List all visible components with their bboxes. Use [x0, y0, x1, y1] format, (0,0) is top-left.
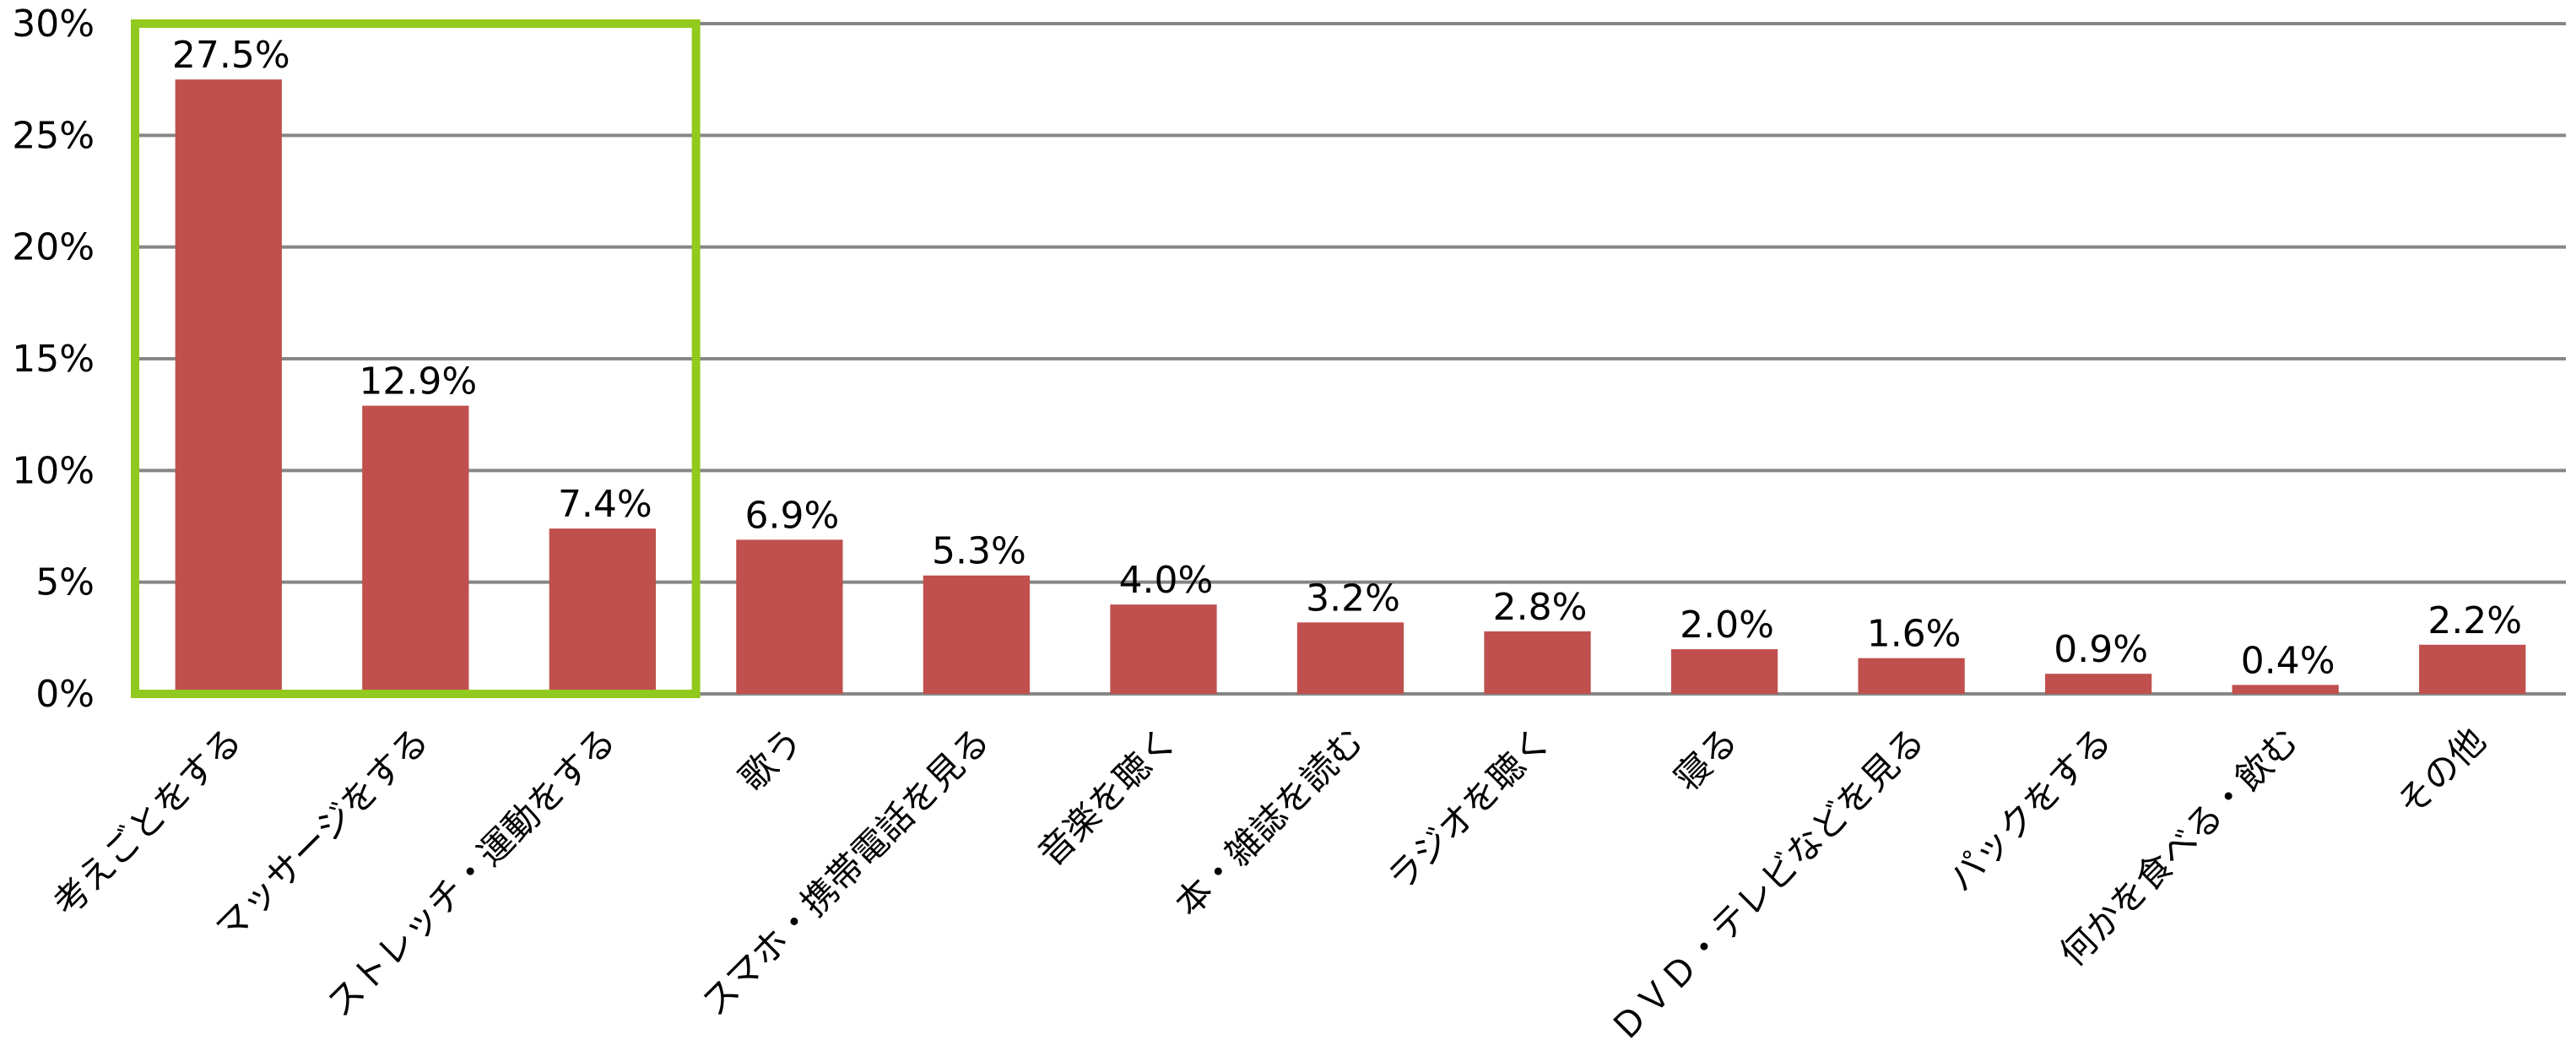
y-tick-label: 25%	[12, 114, 95, 157]
category-label: 考えごとをする	[45, 719, 250, 924]
data-label: 12.9%	[359, 360, 477, 404]
y-tick-label: 20%	[12, 226, 95, 269]
y-tick-label: 30%	[12, 3, 95, 46]
category-label: 歌う	[731, 719, 810, 799]
bar	[1484, 631, 1591, 694]
data-label: 0.4%	[2241, 639, 2335, 682]
data-label: 2.8%	[1493, 586, 1588, 629]
bar	[923, 575, 1031, 694]
highlight-box	[131, 19, 701, 698]
category-labels: 考えごとをするマッサージをするストレッチ・運動をする 歌うスマホ・携帯電話を見る音…	[45, 719, 2493, 1040]
category-label: ラジオを聴く	[1379, 719, 1558, 898]
bars	[175, 79, 2526, 694]
data-label: 7.4%	[558, 483, 652, 526]
highlight-box	[131, 19, 701, 698]
data-label: 4.0%	[1119, 559, 1214, 602]
bar	[736, 539, 843, 694]
data-label: 5.3%	[932, 530, 1026, 573]
data-label: 27.5%	[172, 34, 290, 77]
category-label: 寝る	[1666, 719, 1745, 799]
y-tick-label: 0%	[35, 673, 95, 716]
bar	[549, 528, 656, 694]
category-label: 音楽を聴く	[1030, 719, 1184, 874]
bar	[1110, 604, 1217, 694]
y-tick-label: 10%	[12, 449, 95, 492]
data-label: 1.6%	[1867, 613, 1962, 656]
bar	[1858, 658, 1965, 694]
bar	[1296, 622, 1404, 694]
bar	[2419, 644, 2526, 694]
bar	[175, 79, 282, 694]
y-tick-label: 15%	[12, 338, 95, 381]
bar	[362, 405, 469, 694]
category-label: その他	[2389, 719, 2494, 824]
data-label: 2.2%	[2427, 599, 2522, 642]
data-label: 2.0%	[1680, 604, 1774, 647]
data-labels: 27.5% 12.9% 7.4% 6.9% 5.3% 4.0% 3.2% 2.8% 2.0% 1.…	[172, 34, 2522, 682]
y-tick-label: 5%	[35, 561, 95, 604]
bar	[2045, 674, 2152, 694]
y-axis-tick-labels: 0% 5% 10% 15% 20% 25% 30%	[12, 3, 95, 716]
bar	[1670, 649, 1778, 694]
data-label: 0.9%	[2054, 628, 2148, 671]
category-label: 本・雑誌を読む	[1167, 719, 1372, 924]
data-label: 6.9%	[744, 494, 839, 537]
data-label: 3.2%	[1306, 577, 1400, 620]
bar	[2232, 685, 2339, 694]
category-label: ＤＶＤ・テレビなどを見る	[1603, 719, 1933, 1040]
category-label: パックをする	[1940, 719, 2119, 899]
